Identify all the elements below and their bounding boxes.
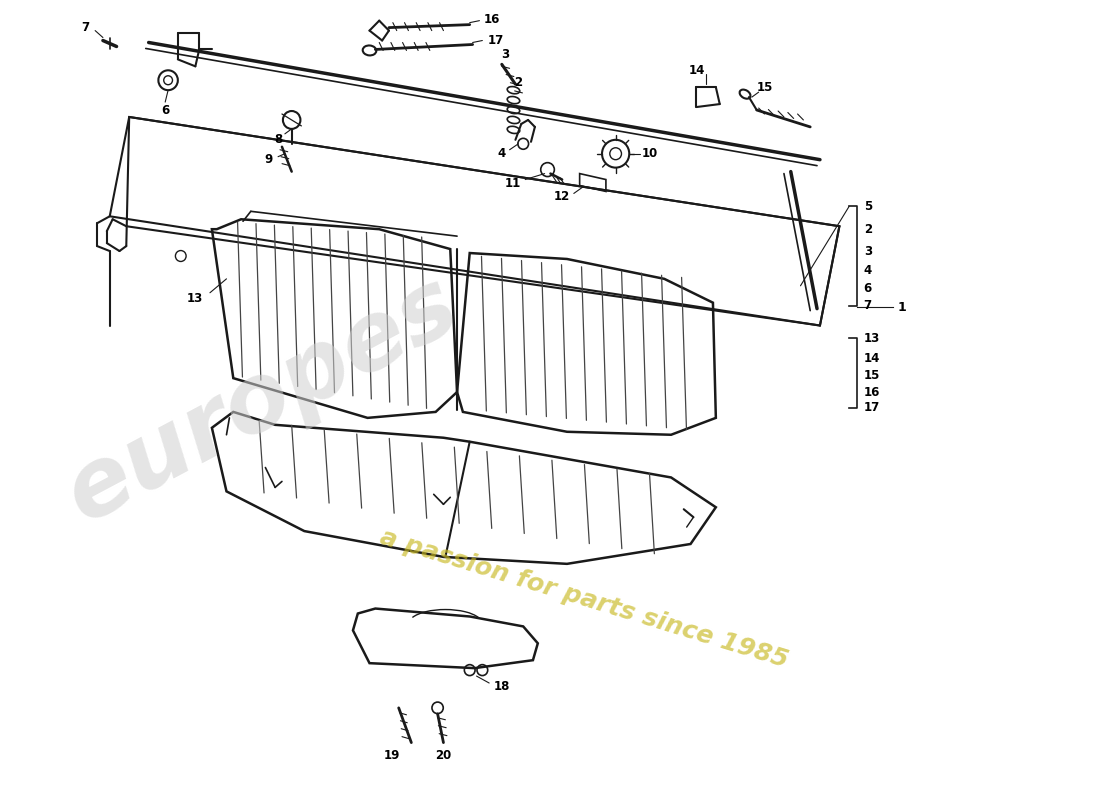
Text: 19: 19 [384,749,400,762]
Text: 1: 1 [898,301,906,314]
Text: 7: 7 [81,21,89,34]
Text: 6: 6 [161,103,169,117]
Text: 10: 10 [642,147,658,160]
Text: 16: 16 [864,386,880,398]
Text: 2: 2 [515,76,522,89]
Text: 6: 6 [864,282,872,295]
Text: 15: 15 [864,369,880,382]
Text: 7: 7 [864,299,872,312]
Text: 14: 14 [689,64,705,77]
Text: 12: 12 [553,190,570,203]
Text: 2: 2 [864,222,872,236]
Text: 3: 3 [502,48,509,61]
Text: 17: 17 [488,34,504,47]
Text: 4: 4 [864,265,872,278]
Text: 8: 8 [274,134,283,146]
Text: 5: 5 [864,200,872,213]
Text: 17: 17 [864,402,880,414]
Text: 18: 18 [494,679,510,693]
Text: 13: 13 [186,292,202,306]
Text: a passion for parts since 1985: a passion for parts since 1985 [376,525,791,672]
Text: 15: 15 [757,81,772,94]
Text: 13: 13 [864,332,880,345]
Text: 9: 9 [264,153,273,166]
Text: 3: 3 [864,245,872,258]
Text: 4: 4 [497,147,506,160]
Text: 11: 11 [505,177,521,190]
Text: europes: europes [51,258,474,542]
Text: 20: 20 [436,749,452,762]
Text: 16: 16 [484,13,500,26]
Text: 14: 14 [864,352,880,365]
